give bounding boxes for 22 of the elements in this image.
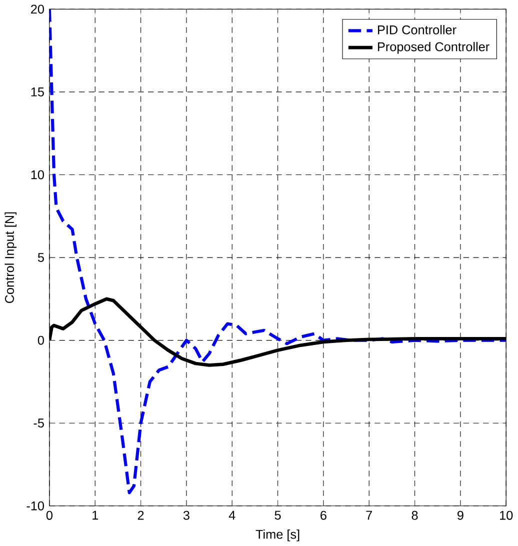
- legend-label: PID Controller: [378, 25, 456, 34]
- y-tick-label: 10: [31, 170, 44, 180]
- y-tick-label: -10: [26, 501, 44, 510]
- x-tick-label: 0: [46, 510, 53, 520]
- x-tick-label: 1: [92, 510, 98, 520]
- y-tick-label: 20: [31, 4, 44, 14]
- y-tick-label: -5: [34, 418, 44, 428]
- legend-label: Proposed Controller: [378, 42, 490, 54]
- x-tick-label: 6: [320, 510, 326, 520]
- x-axis-title: Time [s]: [256, 529, 300, 542]
- y-tick-label: 15: [31, 88, 44, 96]
- x-tick-label: 2: [138, 510, 144, 520]
- y-tick-label: 0: [38, 336, 44, 345]
- x-tick-label: 4: [228, 510, 236, 520]
- x-tick-label: 7: [366, 510, 372, 520]
- y-tick-label: 5: [38, 253, 44, 262]
- x-tick-label: 10: [500, 510, 513, 520]
- x-tick-label: 5: [274, 510, 281, 520]
- x-tick-label: 9: [458, 510, 464, 520]
- x-tick-label: 3: [183, 510, 190, 520]
- y-axis-title: Control Input [N]: [4, 212, 17, 304]
- x-tick-label: 8: [412, 510, 418, 520]
